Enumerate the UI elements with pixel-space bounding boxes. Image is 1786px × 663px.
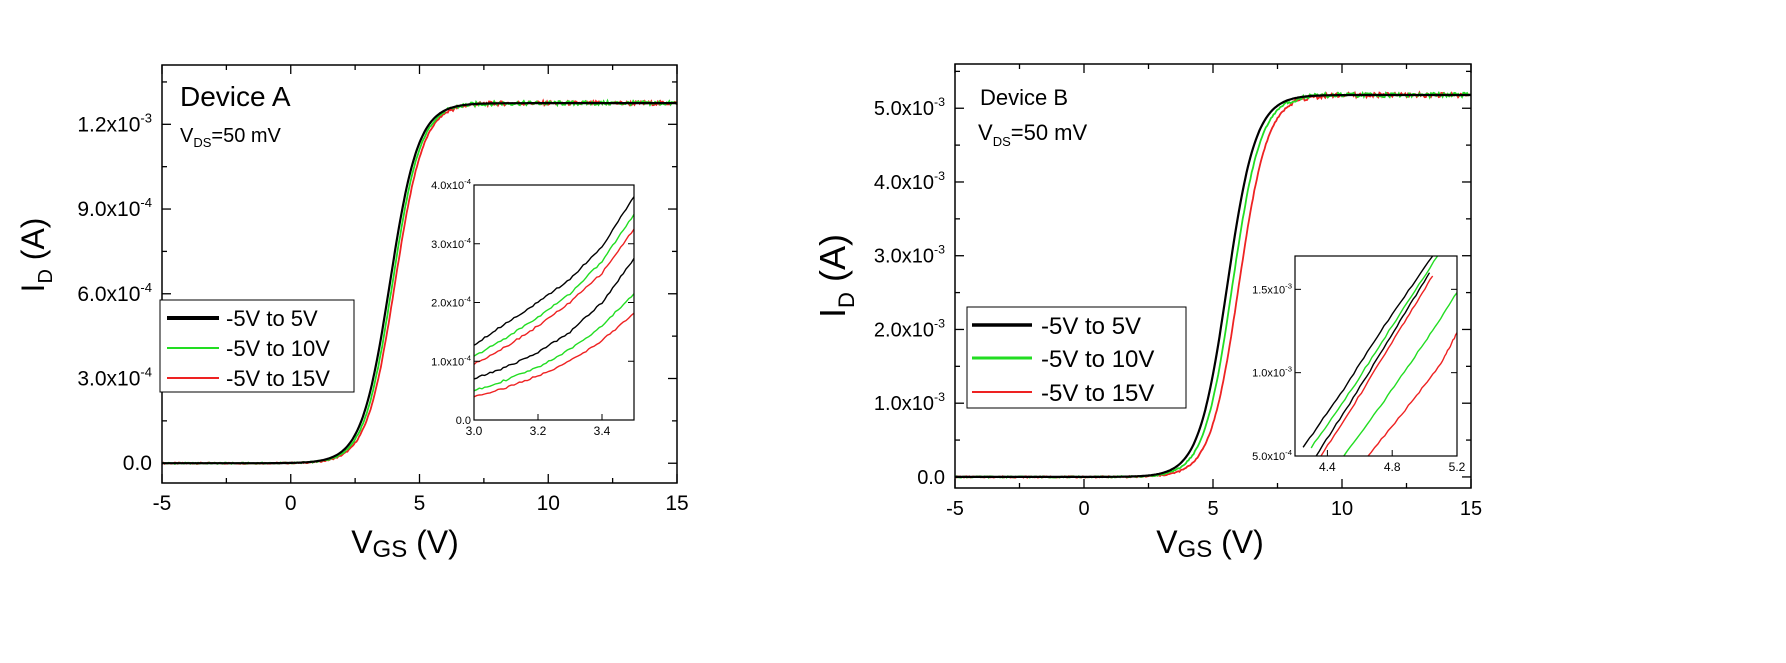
chart-a-legend-label-2: -5V to 10V (226, 336, 330, 361)
chart-a-inset-series-red (473, 228, 635, 366)
chart-b-inset-series-green (1310, 255, 1439, 449)
y-tick-label: 0.0 (123, 452, 152, 475)
x-tick-label: -5 (153, 492, 172, 515)
inset-y-tick-label: 2.0x10-4 (431, 295, 472, 310)
y-tick-label: 9.0x10-4 (77, 195, 152, 221)
chart-a-inset-series-green (473, 214, 635, 357)
y-tick-label: 3.0x10-3 (874, 243, 945, 268)
chart-b-legend-label-1: -5V to 5V (1041, 313, 1141, 340)
chart-a-inset-curves (473, 196, 635, 398)
chart-a-inset-tick-labels: 3.0 3.2 3.4 0.0 1.0x10-4 2.0x10-4 3.0x10-4 4.0x… (431, 177, 611, 438)
chart-b-y-tick-labels: 0.0 1.0x10-3 2.0x10-3 3.0x10-3 4.0x10-3 5.0x1… (874, 95, 945, 489)
inset-x-tick-label: 3.4 (594, 424, 611, 438)
chart-device-b: -5 0 5 10 15 0.0 1.0x10-3 2.0x10-3 3.0x10-3 4.0x… (812, 63, 1482, 563)
inset-y-tick-label: 5.0x10-4 (1252, 448, 1293, 463)
chart-b-inset: 4.4 4.8 5.2 5.0x10-4 1.0x10-3 1.5x10-3 (1252, 255, 1466, 474)
chart-a-x-tick-labels: -5 0 5 10 15 (153, 492, 689, 515)
y-tick-label: 3.0x10-4 (77, 365, 152, 391)
chart-a-legend-box (159, 299, 355, 393)
y-tick-label: 4.0x10-3 (874, 169, 945, 194)
chart-b-inset-ticks (1295, 288, 1458, 457)
chart-a-annotation: VDS=50 mV (180, 125, 282, 150)
inset-x-tick-label: 4.4 (1319, 460, 1336, 474)
chart-b-ticks (954, 64, 1472, 488)
chart-a-legend-label-3: -5V to 15V (226, 366, 330, 391)
chart-a-series-black (162, 101, 677, 465)
x-tick-label: -5 (946, 498, 964, 520)
chart-a-legend: -5V to 5V -5V to 10V -5V to 15V (159, 299, 355, 393)
x-tick-label: 10 (1331, 498, 1353, 520)
chart-b-x-tick-labels: -5 0 5 10 15 (946, 498, 1482, 520)
inset-y-tick-label: 1.5x10-3 (1252, 281, 1292, 296)
x-tick-label: 0 (1078, 498, 1089, 520)
chart-a-y-label: ID (A) (15, 218, 57, 293)
chart-b-title: Device B (980, 85, 1068, 110)
chart-b-legend-label-3: -5V to 15V (1041, 380, 1154, 407)
chart-a-ticks (161, 65, 678, 483)
chart-b-legend-label-2: -5V to 10V (1041, 346, 1154, 373)
chart-device-a: -5 0 5 10 15 0.0 3.0x10-4 6.0x10-4 9.0x10-4 1.2x… (15, 64, 689, 563)
y-tick-label: 5.0x10-3 (874, 95, 945, 120)
chart-b-inset-frame (1294, 255, 1458, 457)
chart-a-inset-ticks (473, 184, 634, 421)
inset-y-tick-label: 3.0x10-4 (431, 236, 472, 251)
inset-y-tick-label: 1.0x10-4 (431, 353, 472, 368)
chart-b-inset-curves (1302, 255, 1458, 457)
y-tick-label: 1.0x10-3 (874, 390, 945, 415)
chart-a-inset-series-black (473, 258, 635, 380)
chart-b-inset-tick-labels: 4.4 4.8 5.2 5.0x10-4 1.0x10-3 1.5x10-3 (1252, 281, 1466, 474)
inset-y-tick-label: 0.0 (456, 415, 471, 427)
chart-a-x-label: VGS (V) (351, 524, 459, 563)
chart-b-inset-series-black (1302, 255, 1434, 448)
chart-a-inset-series-black (473, 196, 635, 346)
chart-a-inset-background (474, 185, 634, 420)
x-tick-label: 10 (537, 492, 560, 515)
chart-b-curves (954, 90, 1472, 479)
chart-b-series-black (955, 93, 1471, 478)
y-tick-label: 0.0 (917, 467, 945, 489)
x-tick-label: 15 (1460, 498, 1482, 520)
chart-a-inset: 3.0 3.2 3.4 0.0 1.0x10-4 2.0x10-4 3.0x10-4 4.0x… (431, 177, 635, 438)
chart-b-inset-series-black (1315, 272, 1431, 457)
chart-b-annotation: VDS=50 mV (978, 120, 1088, 149)
chart-b-y-label: ID (A) (812, 234, 859, 318)
x-tick-label: 5 (1207, 498, 1218, 520)
x-tick-label: 5 (414, 492, 426, 515)
chart-b-inset-series-red (1367, 332, 1458, 457)
y-tick-label: 6.0x10-4 (77, 280, 152, 306)
chart-a-title: Device A (180, 81, 291, 112)
chart-a-legend-label-1: -5V to 5V (226, 306, 318, 331)
y-tick-label: 1.2x10-3 (77, 110, 152, 136)
chart-a-y-tick-labels: 0.0 3.0x10-4 6.0x10-4 9.0x10-4 1.2x10-3 (77, 110, 152, 475)
chart-b-inset-series-green (1343, 292, 1458, 457)
y-tick-label: 2.0x10-3 (874, 316, 945, 341)
inset-x-tick-label: 3.2 (530, 424, 547, 438)
inset-x-tick-label: 4.8 (1384, 460, 1401, 474)
inset-x-tick-label: 5.2 (1449, 460, 1466, 474)
x-tick-label: 15 (665, 492, 688, 515)
chart-b-inset-series-red (1320, 275, 1434, 457)
chart-a-inset-series-green (473, 293, 635, 392)
chart-b-x-label: VGS (V) (1156, 524, 1264, 563)
x-tick-label: 0 (285, 492, 297, 515)
chart-a-inset-series-red (473, 312, 635, 398)
inset-x-tick-label: 3.0 (466, 424, 483, 438)
chart-b-legend: -5V to 5V -5V to 10V -5V to 15V (966, 306, 1187, 409)
inset-y-tick-label: 4.0x10-4 (431, 177, 472, 192)
chart-b-inset-background (1295, 256, 1457, 456)
inset-y-tick-label: 1.0x10-3 (1252, 365, 1292, 380)
chart-a-curves (161, 98, 678, 465)
